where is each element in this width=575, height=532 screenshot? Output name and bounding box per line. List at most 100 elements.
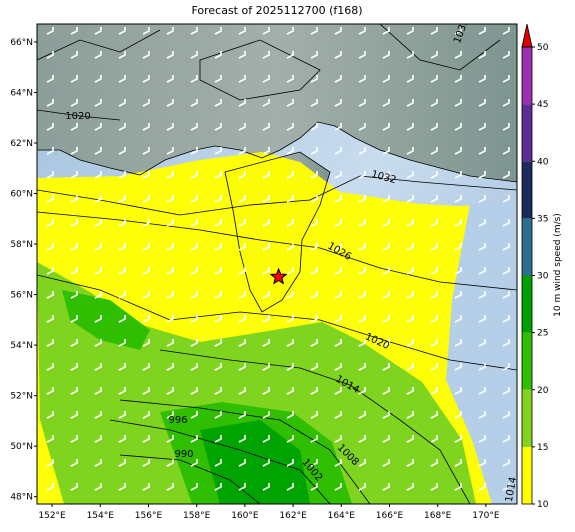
wind-barb: [94, 363, 102, 371]
wind-barb: [502, 387, 510, 395]
colorbar-tick-label: 40: [537, 157, 549, 167]
wind-barb: [190, 363, 198, 371]
wind-barb: [454, 123, 462, 131]
colorbar-tick-label: 50: [537, 43, 549, 53]
wind-barb: [190, 75, 198, 83]
x-tick-label: 160°E: [231, 511, 259, 521]
colorbar-tick-label: 10: [537, 500, 549, 510]
y-tick-label: 48°N: [10, 493, 33, 503]
wind-barb: [118, 123, 126, 131]
wind-barb: [214, 291, 222, 299]
wind-barb: [286, 411, 294, 419]
wind-barb: [142, 387, 150, 395]
wind-barb: [70, 291, 78, 299]
wind-barb: [478, 363, 486, 371]
wind-barb: [286, 75, 294, 83]
wind-barb: [262, 147, 270, 155]
wind-barb: [310, 363, 318, 371]
wind-barb: [142, 339, 150, 347]
wind-barb: [406, 435, 414, 443]
wind-barb: [166, 27, 174, 35]
wind-barb: [334, 339, 342, 347]
wind-barb: [142, 51, 150, 59]
wind-barb: [70, 27, 78, 35]
wind-barb: [382, 147, 390, 155]
wind-barb: [310, 243, 318, 251]
wind-barb: [262, 99, 270, 107]
x-tick-label: 170°E: [472, 511, 500, 521]
wind-barb: [358, 123, 366, 131]
wind-barb: [94, 51, 102, 59]
wind-barb: [310, 51, 318, 59]
wind-barb: [70, 75, 78, 83]
wind-barb: [94, 219, 102, 227]
wind-barb: [262, 339, 270, 347]
wind-barb: [502, 411, 510, 419]
colorbar-band: [522, 275, 532, 333]
wind-barb: [142, 171, 150, 179]
wind-barb: [262, 51, 270, 59]
wind-barb: [262, 267, 270, 275]
wind-barb: [382, 99, 390, 107]
x-tick-label: 168°E: [424, 511, 452, 521]
wind-barb: [190, 171, 198, 179]
wind-barb: [70, 483, 78, 491]
wind-15-20: [37, 262, 476, 504]
wind-barb: [478, 51, 486, 59]
wind-barb: [430, 291, 438, 299]
wind-barb: [142, 435, 150, 443]
wind-barb: [502, 339, 510, 347]
wind-barb: [142, 195, 150, 203]
coastline: [37, 121, 517, 183]
wind-barb: [406, 99, 414, 107]
wind-barb: [262, 195, 270, 203]
wind-barb: [262, 387, 270, 395]
wind-barb: [382, 267, 390, 275]
wind-barb: [214, 219, 222, 227]
wind-barb: [190, 147, 198, 155]
wind-barb: [358, 195, 366, 203]
wind-barb: [310, 267, 318, 275]
wind-barb: [358, 459, 366, 467]
wind-barb: [454, 459, 462, 467]
wind-barb: [358, 435, 366, 443]
wind-barb: [430, 123, 438, 131]
wind-barb: [310, 483, 318, 491]
wind-barb: [406, 459, 414, 467]
wind-barb: [430, 339, 438, 347]
wind-barb: [142, 291, 150, 299]
y-tick-label: 60°N: [10, 190, 33, 200]
y-tick-label: 52°N: [10, 392, 33, 402]
wind-barb: [430, 363, 438, 371]
wind-barb: [46, 27, 54, 35]
wind-barb: [406, 483, 414, 491]
y-tick-label: 50°N: [10, 442, 33, 452]
wind-barb: [286, 27, 294, 35]
wind-barb: [214, 243, 222, 251]
wind-barb: [94, 171, 102, 179]
wind-barb: [358, 411, 366, 419]
wind-barb: [190, 123, 198, 131]
colorbar-band: [522, 389, 532, 447]
wind-barb: [46, 51, 54, 59]
wind-barb: [478, 435, 486, 443]
wind-barb: [70, 99, 78, 107]
wind-barb: [94, 27, 102, 35]
wind-barb: [502, 291, 510, 299]
wind-barb: [502, 459, 510, 467]
wind-barb: [406, 339, 414, 347]
contour-label: 1014: [504, 476, 519, 503]
wind-barb: [190, 27, 198, 35]
wind-barb: [478, 219, 486, 227]
wind-barb: [214, 51, 222, 59]
wind-barb: [46, 147, 54, 155]
wind-barb: [502, 435, 510, 443]
wind-barb: [310, 315, 318, 323]
wind-barb: [214, 387, 222, 395]
wind-barb: [46, 315, 54, 323]
wind-barb: [118, 195, 126, 203]
wind-barb: [334, 459, 342, 467]
axis-ticks: 152°E 154°E 156°E 158°E 160°E 162°E 164°E 166°E…: [10, 38, 500, 521]
wind-barb: [382, 171, 390, 179]
wind-barb: [46, 387, 54, 395]
